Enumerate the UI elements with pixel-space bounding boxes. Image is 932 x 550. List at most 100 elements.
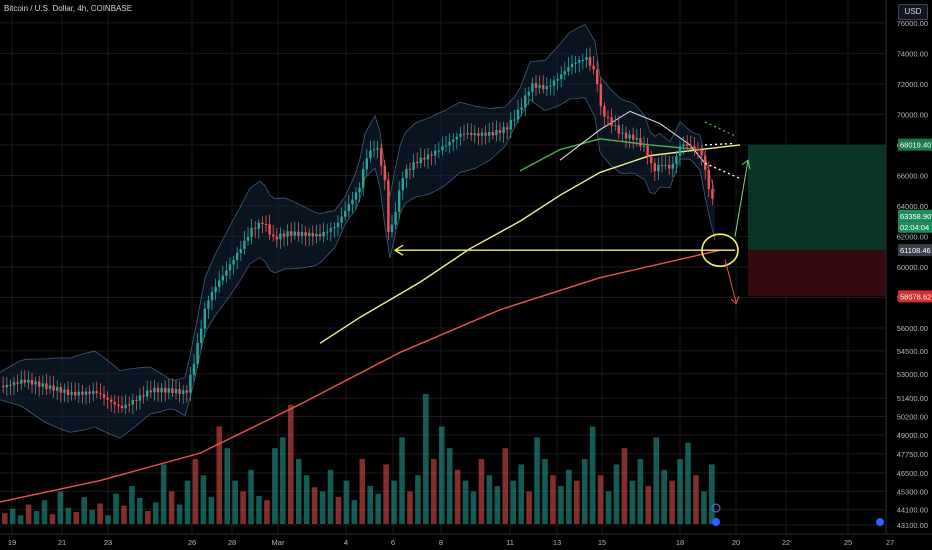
candle-body — [128, 404, 131, 406]
symbol-title[interactable]: Bitcoin / U.S. Dollar, 4h, COINBASE — [4, 4, 133, 13]
candle-body — [632, 134, 635, 140]
volume-bar — [145, 511, 151, 524]
volume-bar — [693, 475, 699, 524]
volume-bar — [335, 496, 342, 524]
projection-up-head — [741, 159, 751, 170]
candle-body — [617, 125, 620, 134]
volume-bar — [105, 515, 111, 524]
volume-bar — [446, 448, 453, 524]
volume-bar — [677, 459, 683, 524]
stop-price-label: 58078.62 — [900, 292, 931, 301]
volume-bar — [550, 475, 556, 524]
candle-body — [290, 231, 293, 236]
moving-average-white — [559, 110, 706, 164]
volume-bar — [319, 491, 326, 524]
volume-bar — [581, 459, 588, 524]
volume-bar — [709, 464, 715, 524]
candle-body — [552, 80, 556, 86]
candle-body — [257, 222, 260, 229]
time-tick-label: 26 — [188, 538, 196, 547]
volume-bar — [566, 469, 572, 524]
time-tick-label: Mar — [272, 538, 285, 547]
candle-body — [243, 240, 246, 250]
candle-body — [92, 391, 95, 394]
time-axis-labels: 19 21 23 26 28 Mar 4 6 8 11 13 15 18 20 22 25 27 — [8, 538, 894, 547]
candle-body — [642, 145, 646, 147]
volume-bar — [438, 426, 445, 524]
projection-down-head — [730, 295, 740, 305]
volume-bar — [137, 498, 143, 524]
time-tick-label: 27 — [886, 538, 894, 547]
candle-body — [549, 85, 552, 87]
time-tick-label: 18 — [676, 538, 684, 547]
candle-body — [322, 232, 325, 237]
candle-body — [470, 132, 473, 136]
ma-projection-yellow — [704, 142, 736, 146]
candle-body — [354, 192, 358, 200]
candle-body — [282, 233, 286, 237]
volume-bar — [2, 513, 8, 524]
price-tick-label: 62000.00 — [897, 232, 928, 241]
price-tick-label: 64000.00 — [897, 202, 928, 211]
candle-body — [524, 95, 527, 108]
candle-body — [383, 165, 386, 181]
candle-body — [66, 389, 70, 395]
volume-bar — [502, 448, 509, 524]
candle-body — [603, 106, 606, 117]
volume-bar — [121, 505, 127, 524]
candle-body — [347, 204, 350, 212]
candle-body — [45, 383, 48, 390]
candle-body — [41, 383, 44, 387]
price-tick-label: 66000.00 — [897, 171, 928, 180]
candle-body — [358, 187, 361, 193]
volume-bar — [248, 469, 254, 524]
candle-body — [606, 116, 610, 118]
volume-bar — [653, 437, 660, 524]
volume-bar — [232, 480, 238, 524]
candle-body — [484, 132, 487, 136]
candle-body — [635, 138, 638, 140]
volume-bar — [454, 469, 461, 524]
projection-down-line — [724, 259, 737, 303]
candle-body — [124, 404, 127, 409]
projection-up-line — [734, 160, 749, 237]
volume-bar — [407, 491, 413, 524]
volume-bar — [272, 448, 278, 524]
bollinger-upper — [0, 23, 716, 381]
candle-body — [254, 227, 257, 229]
price-tick-label: 43100.00 — [897, 521, 928, 530]
candle-body — [412, 162, 415, 170]
candle-body — [696, 149, 700, 151]
candle-body — [340, 216, 343, 223]
candle-body — [682, 144, 685, 147]
candle-body — [480, 132, 484, 136]
candle-body — [167, 388, 170, 393]
candle-body — [455, 136, 458, 140]
candle-body — [117, 404, 120, 406]
time-tick-label: 6 — [391, 538, 395, 547]
candle-body — [236, 253, 239, 260]
candle-body — [272, 234, 275, 237]
candle-body — [135, 400, 138, 402]
time-tick-label: 13 — [553, 538, 561, 547]
candle-body — [2, 386, 5, 388]
candle-body — [178, 389, 181, 394]
candle-body — [106, 397, 109, 400]
currency-button[interactable]: USD — [898, 4, 928, 20]
candle-body — [516, 109, 520, 120]
candle-body — [426, 154, 430, 160]
candle-body — [707, 169, 710, 190]
candle-body — [610, 117, 613, 126]
target-price-label-bg — [898, 138, 932, 151]
candle-body — [387, 180, 390, 233]
volume-bar — [399, 437, 405, 524]
price-axis-background — [886, 0, 932, 534]
candle-body — [88, 391, 91, 394]
volume-bar — [295, 459, 302, 524]
volume-bar — [518, 464, 524, 524]
candle-body — [153, 387, 156, 393]
candle-body — [77, 391, 80, 396]
candle-body — [527, 91, 530, 96]
